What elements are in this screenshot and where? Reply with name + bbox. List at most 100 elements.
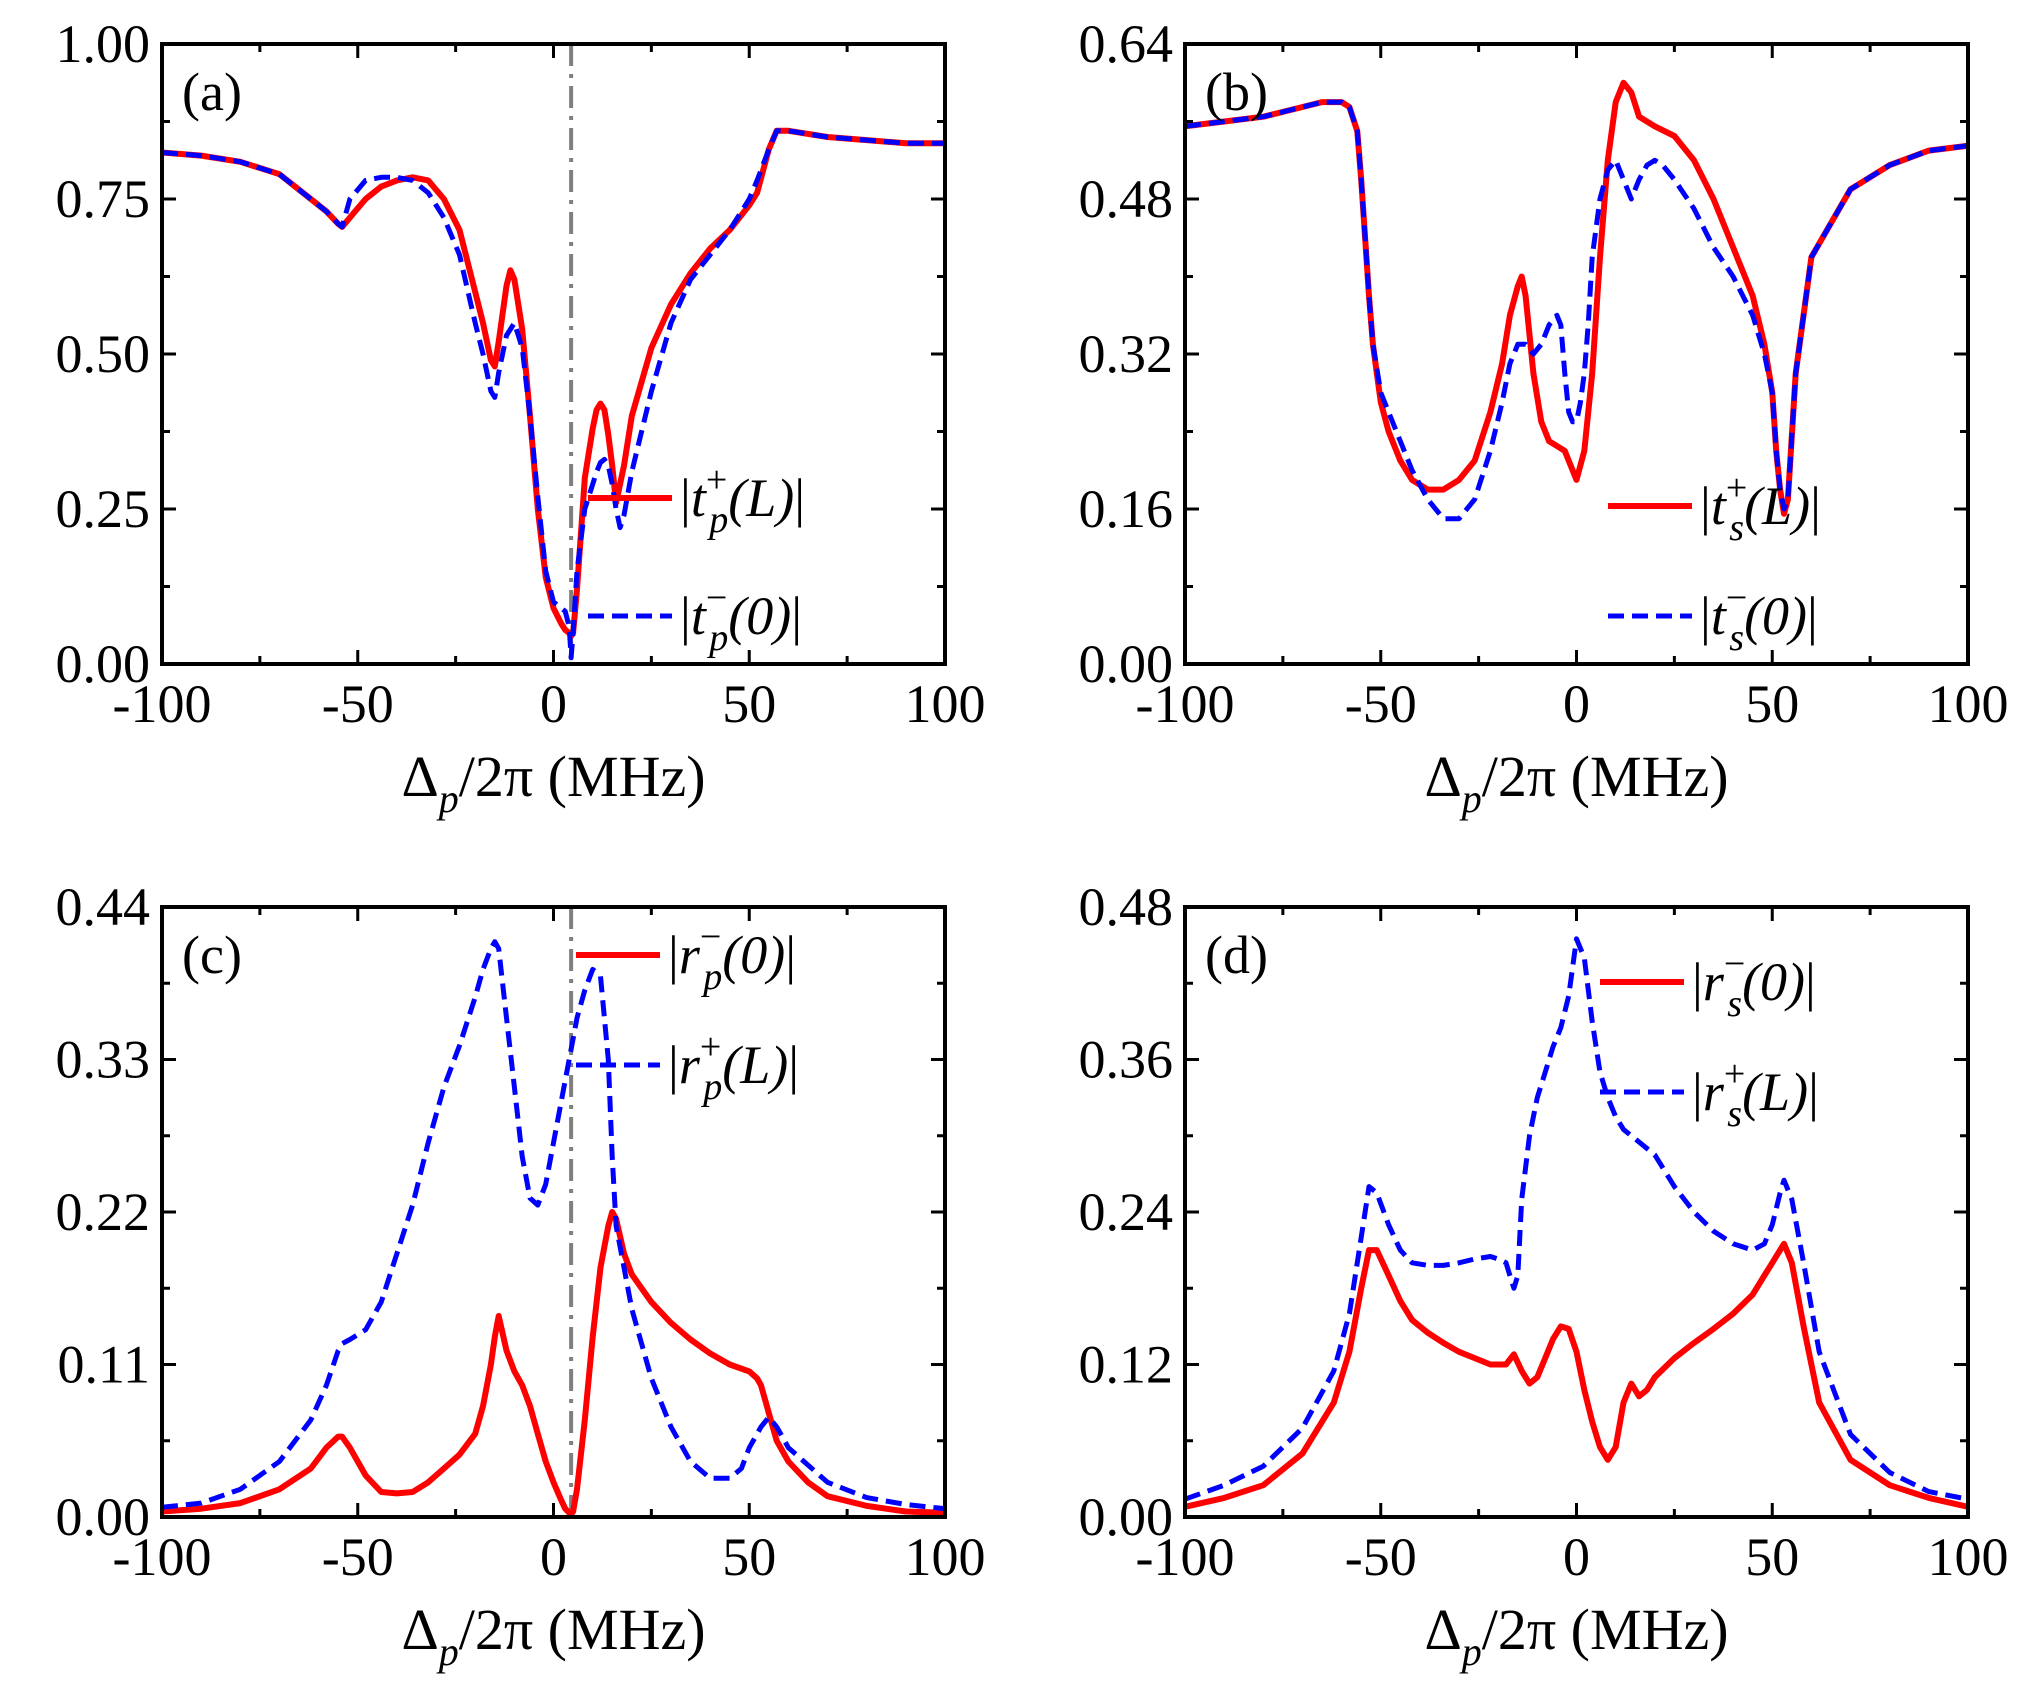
x-axis-label-sub: p [1459, 776, 1482, 821]
legend-base: t [1711, 586, 1728, 646]
legend-arg: (L) [1742, 1062, 1808, 1122]
legend-sub: p [700, 1066, 722, 1108]
y-tick-label: 0.00 [56, 1487, 151, 1547]
series-line-2 [1185, 936, 1968, 1502]
panel-d: -100 -50 0 50 100 0.00 0.12 0.24 0.36 0.48 (d) Δp/2… [1079, 877, 2009, 1674]
y-tick-label: 0.11 [58, 1335, 151, 1395]
legend-label-1: |r− p(0)| [668, 916, 796, 998]
x-axis-label-main: Δ [401, 1597, 438, 1662]
legend-sub: p [700, 956, 722, 998]
legend-arg: (L) [722, 1035, 788, 1095]
legend-bar-right: | [1810, 476, 1821, 536]
x-tick-label: -50 [322, 674, 394, 734]
x-tick-label: 50 [1745, 1527, 1799, 1587]
legend-sub: p [706, 617, 728, 659]
series-line-1 [162, 127, 945, 640]
legend-label-2: |t− p(0)| [680, 577, 802, 659]
x-axis-label-rest: /2π (MHz) [1482, 744, 1729, 809]
y-tick-label: 0.24 [1079, 1182, 1174, 1242]
x-tick-label: 50 [722, 1527, 776, 1587]
y-tick-label: 0.44 [56, 877, 151, 937]
legend-label-1: |t+ p(L)| [680, 459, 805, 541]
panel-label: (a) [182, 62, 242, 122]
x-tick-label: -50 [1345, 674, 1417, 734]
x-axis-label-rest: /2π (MHz) [459, 1597, 706, 1662]
x-axis-label: Δp/2π (MHz) [401, 744, 705, 821]
x-tick-label: -100 [113, 674, 212, 734]
x-axis-label-sub: p [436, 776, 459, 821]
legend-bar-right: | [794, 468, 805, 528]
panel-label: (b) [1205, 62, 1268, 122]
legend-bar-left: | [680, 468, 691, 528]
panel-a: -100 -50 0 50 100 0.00 0.25 0.50 0.75 1.00 (a) Δp/2… [56, 14, 986, 821]
plot-frame [160, 905, 947, 1519]
legend-arg: (L) [728, 468, 794, 528]
y-tick-label: 0.25 [56, 479, 151, 539]
legend-bar-left: | [1700, 586, 1711, 646]
panel-label: (c) [182, 925, 242, 985]
legend-bar-right: | [791, 586, 802, 646]
x-axis-label-sub: p [1459, 1629, 1482, 1674]
y-tick-label: 0.50 [56, 324, 151, 384]
legend-base: t [691, 468, 708, 528]
legend-bar-left: | [1692, 1062, 1703, 1122]
x-tick-label: 0 [540, 674, 567, 734]
legend-base: r [1703, 952, 1725, 1012]
y-tick-label: 0.36 [1079, 1030, 1174, 1090]
x-tick-label: -50 [322, 1527, 394, 1587]
x-tick-label: 0 [540, 1527, 567, 1587]
legend-base: r [1703, 1062, 1725, 1122]
y-tick-label: 0.64 [1079, 14, 1174, 74]
legend-sup: + [1726, 467, 1747, 509]
series-line-1 [1185, 1240, 1968, 1510]
legend-sub: s [1729, 617, 1744, 659]
legend-bar-left: | [668, 1035, 679, 1095]
y-tick-label: 0.32 [1079, 324, 1174, 384]
legend-sub: p [706, 499, 728, 541]
series-line-1 [162, 1209, 945, 1517]
y-tick-label: 1.00 [56, 14, 151, 74]
legend-bar-right: | [1807, 586, 1818, 646]
legend-bar-right: | [1805, 952, 1816, 1012]
x-tick-label: 0 [1563, 674, 1590, 734]
legend-sub: s [1729, 507, 1744, 549]
legend-bar-left: | [680, 586, 691, 646]
legend-label-2: |r+ s(L)| [1692, 1053, 1819, 1135]
panel-c: -100 -50 0 50 100 0.00 0.11 0.22 0.33 0.44 (c) Δp/2… [56, 877, 986, 1674]
x-axis-label-main: Δ [401, 744, 438, 809]
legend-sup: − [700, 916, 721, 958]
x-tick-label: 100 [1928, 1527, 2009, 1587]
x-axis-label-main: Δ [1424, 744, 1461, 809]
plot-frame [1183, 905, 1970, 1519]
series-line-2 [162, 128, 945, 661]
legend-bar-right: | [788, 1035, 799, 1095]
legend-sup: + [1724, 1053, 1745, 1095]
legend-base: t [1711, 476, 1728, 536]
x-tick-label: 50 [1745, 674, 1799, 734]
x-tick-label: -100 [1136, 1527, 1235, 1587]
legend-sub: s [1727, 1093, 1742, 1135]
y-tick-label: 0.48 [1079, 877, 1174, 937]
legend-label-2: |t− s(0)| [1700, 577, 1818, 659]
x-tick-label: -100 [1136, 674, 1235, 734]
legend-arg: (0) [722, 925, 785, 985]
legend-sup: + [706, 459, 727, 501]
x-tick-label: -100 [113, 1527, 212, 1587]
x-tick-label: 100 [905, 1527, 986, 1587]
series-line-1 [1185, 79, 1968, 517]
y-tick-label: 0.12 [1079, 1335, 1174, 1395]
legend-sub: s [1727, 983, 1742, 1025]
x-axis-label-sub: p [436, 1629, 459, 1674]
x-tick-label: 100 [1928, 674, 2009, 734]
legend-bar-left: | [1692, 952, 1703, 1012]
panel-b: -100 -50 0 50 100 0.00 0.16 0.32 0.48 0.64 (b) Δp/2… [1079, 14, 2009, 821]
legend-arg: (L) [1744, 476, 1810, 536]
x-axis-label-main: Δ [1424, 1597, 1461, 1662]
legend-base: r [679, 925, 701, 985]
x-tick-label: -50 [1345, 1527, 1417, 1587]
legend-bar-left: | [1700, 476, 1711, 536]
legend-base: t [691, 586, 708, 646]
x-axis-label: Δp/2π (MHz) [401, 1597, 705, 1674]
y-tick-label: 0.48 [1079, 169, 1174, 229]
